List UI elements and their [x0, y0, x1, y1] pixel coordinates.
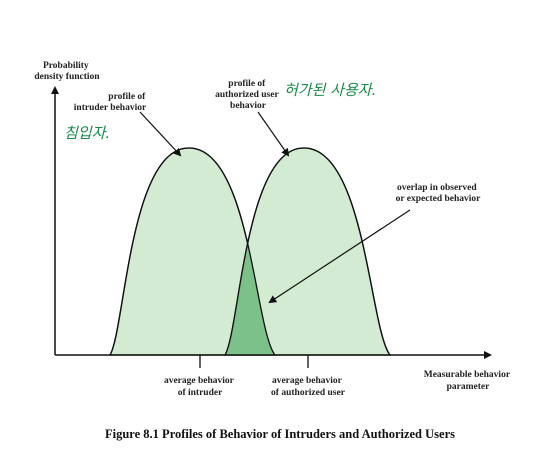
handwritten-intruder-note: 침입자. — [64, 124, 110, 142]
intruder-profile-label: profile of intruder behavior — [74, 92, 148, 113]
intruder-profile-pointer — [139, 111, 182, 157]
figure-caption: Figure 8.1 Profiles of Behavior of Intru… — [105, 427, 455, 441]
avg-intruder-label: average behavior of intruder — [164, 376, 236, 398]
authorized-profile-label: profile of authorized user behavior — [215, 79, 281, 111]
overlap-label: overlap in observed or expected behavior — [396, 183, 482, 204]
avg-authorized-label: average behavior of authorized user — [271, 376, 346, 398]
overlap-pointer — [268, 209, 411, 304]
handwritten-authorized-note: 허가된 사용자. — [284, 81, 376, 99]
authorized-profile-pointer — [257, 111, 290, 157]
y-axis-label: Probability density function — [34, 61, 100, 82]
x-axis-label: Measurable behavior parameter — [424, 370, 513, 392]
